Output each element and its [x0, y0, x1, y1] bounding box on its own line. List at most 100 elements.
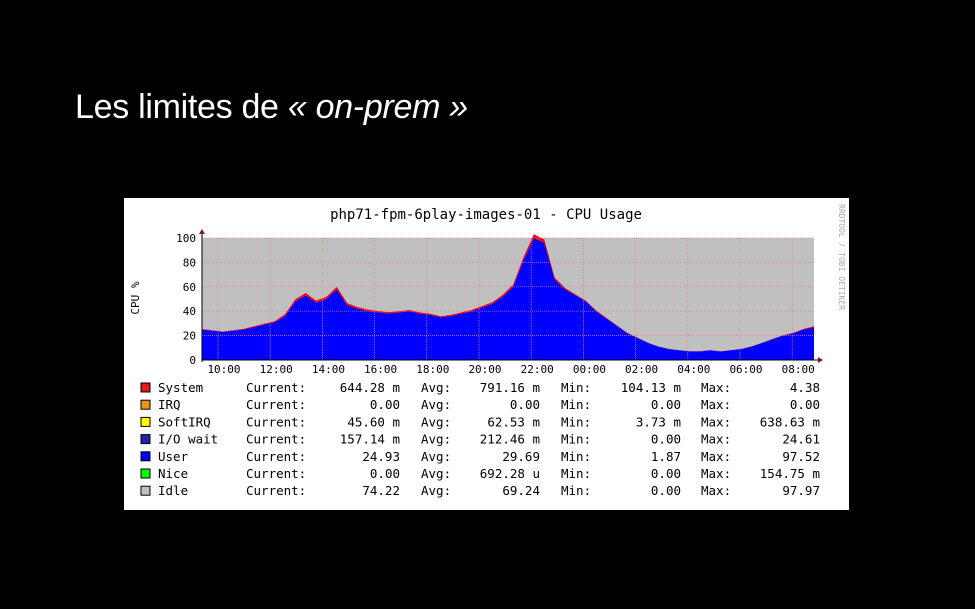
legend-row-nice: Nice Current: 0.00 Avg: 692.28 u Min: 0.00 Max:…	[140, 466, 820, 481]
legend-current-label: Current:	[246, 466, 306, 481]
y-tick-label: 40	[183, 305, 196, 318]
legend-row-irq: IRQ Current: 0.00 Avg: 0.00 Min: 0.00 Max: 0.00	[140, 397, 820, 412]
legend-series-name: System	[158, 380, 203, 395]
y-tick-label: 60	[183, 281, 196, 294]
x-tick-label: 08:00	[782, 363, 815, 376]
chart-watermark: RRDTOOL / TOBI OETIKER	[837, 204, 846, 310]
cpu-usage-chart-panel: php71-fpm-6play-images-01 - CPU Usage RR…	[124, 198, 849, 510]
legend-current-label: Current:	[246, 397, 306, 412]
cpu-usage-chart: php71-fpm-6play-images-01 - CPU Usage RR…	[129, 204, 846, 498]
legend-avg-value: 29.69	[502, 449, 540, 464]
y-tick-label: 20	[183, 330, 196, 343]
legend-max-value: 0.00	[790, 397, 820, 412]
series-area-user	[202, 238, 814, 360]
legend-min-label: Min:	[561, 449, 591, 464]
legend-current-value: 24.93	[362, 449, 400, 464]
legend-max-label: Max:	[701, 414, 731, 429]
legend-min-value: 0.00	[651, 432, 681, 447]
legend-avg-label: Avg:	[421, 483, 451, 498]
x-tick-label: 02:00	[625, 363, 658, 376]
legend-max-value: 4.38	[790, 380, 820, 395]
legend-max-label: Max:	[701, 483, 731, 498]
legend-min-label: Min:	[561, 380, 591, 395]
x-tick-label: 12:00	[260, 363, 293, 376]
x-tick-label: 14:00	[312, 363, 345, 376]
legend-series-name: I/O wait	[158, 432, 218, 447]
legend-avg-value: 692.28 u	[480, 466, 540, 481]
y-tick-label: 80	[183, 256, 196, 269]
legend-swatch	[140, 468, 151, 479]
legend-avg-label: Avg:	[421, 414, 451, 429]
legend-min-value: 104.13 m	[621, 380, 681, 395]
legend-max-value: 97.97	[782, 483, 820, 498]
legend-row-user: User Current: 24.93 Avg: 29.69 Min: 1.87 Max: 97…	[140, 449, 820, 464]
x-tick-label: 04:00	[677, 363, 710, 376]
legend-row-system: System Current: 644.28 m Avg: 791.16 m Min: 10…	[140, 380, 820, 395]
legend-max-value: 638.63 m	[760, 414, 820, 429]
legend-avg-label: Avg:	[421, 397, 451, 412]
x-tick-label: 06:00	[729, 363, 762, 376]
legend-max-value: 24.61	[782, 432, 820, 447]
legend-avg-value: 212.46 m	[480, 432, 540, 447]
legend-swatch	[140, 451, 151, 462]
legend-avg-label: Avg:	[421, 449, 451, 464]
legend-avg-label: Avg:	[421, 432, 451, 447]
legend-current-label: Current:	[246, 432, 306, 447]
legend-current-value: 0.00	[370, 397, 400, 412]
legend-current-label: Current:	[246, 483, 306, 498]
legend-avg-value: 791.16 m	[480, 380, 540, 395]
plot-area: 0 20 40 60 80 100 10:00 12:00 14:00 16:00 18:00 20:…	[176, 229, 823, 376]
legend-max-label: Max:	[701, 380, 731, 395]
x-tick-label: 00:00	[573, 363, 606, 376]
legend-current-label: Current:	[246, 380, 306, 395]
legend-swatch	[140, 382, 151, 393]
legend-avg-value: 0.00	[510, 397, 540, 412]
legend-current-label: Current:	[246, 449, 306, 464]
legend-max-value: 154.75 m	[760, 466, 820, 481]
legend-max-label: Max:	[701, 466, 731, 481]
legend-row-softirq: SoftIRQ Current: 45.60 m Avg: 62.53 m Min: 3.7…	[140, 414, 820, 429]
legend-min-label: Min:	[561, 483, 591, 498]
legend-current-label: Current:	[246, 414, 306, 429]
y-axis-arrow	[199, 229, 205, 234]
legend-swatch	[140, 416, 151, 427]
legend-current-value: 74.22	[362, 483, 400, 498]
legend-series-name: Nice	[158, 466, 188, 481]
legend-series-name: SoftIRQ	[158, 414, 211, 429]
legend-min-value: 0.00	[651, 466, 681, 481]
x-axis-arrow	[818, 357, 823, 363]
legend-avg-value: 62.53 m	[487, 414, 540, 429]
legend-max-label: Max:	[701, 449, 731, 464]
slide-title-emphasis: « on-prem »	[287, 88, 468, 126]
legend-max-label: Max:	[701, 397, 731, 412]
legend-current-value: 644.28 m	[340, 380, 400, 395]
y-tick-label: 0	[189, 354, 196, 367]
legend-series-name: Idle	[158, 483, 188, 498]
legend-row-iowait: I/O wait Current: 157.14 m Avg: 212.46 m Min:…	[140, 432, 820, 447]
legend-swatch	[140, 399, 151, 410]
legend-avg-value: 69.24	[502, 483, 540, 498]
x-tick-label: 10:00	[207, 363, 240, 376]
x-tick-label: 20:00	[468, 363, 501, 376]
legend-current-value: 157.14 m	[340, 432, 400, 447]
x-tick-label: 18:00	[416, 363, 449, 376]
legend-avg-label: Avg:	[421, 380, 451, 395]
legend-min-value: 0.00	[651, 397, 681, 412]
legend-max-value: 97.52	[782, 449, 820, 464]
legend-min-label: Min:	[561, 466, 591, 481]
legend-min-label: Min:	[561, 432, 591, 447]
legend-min-value: 3.73 m	[636, 414, 681, 429]
legend-min-value: 0.00	[651, 483, 681, 498]
legend-current-value: 45.60 m	[347, 414, 400, 429]
legend: System Current: 644.28 m Avg: 791.16 m Min: 10…	[140, 380, 820, 498]
legend-series-name: IRQ	[158, 397, 181, 412]
legend-swatch	[140, 485, 151, 496]
legend-min-label: Min:	[561, 414, 591, 429]
x-tick-label: 22:00	[521, 363, 554, 376]
x-tick-label: 16:00	[364, 363, 397, 376]
legend-min-value: 1.87	[651, 449, 681, 464]
legend-series-name: User	[158, 449, 189, 464]
legend-current-value: 0.00	[370, 466, 400, 481]
legend-row-idle: Idle Current: 74.22 Avg: 69.24 Min: 0.00 Max: 97…	[140, 483, 820, 498]
legend-max-label: Max:	[701, 432, 731, 447]
